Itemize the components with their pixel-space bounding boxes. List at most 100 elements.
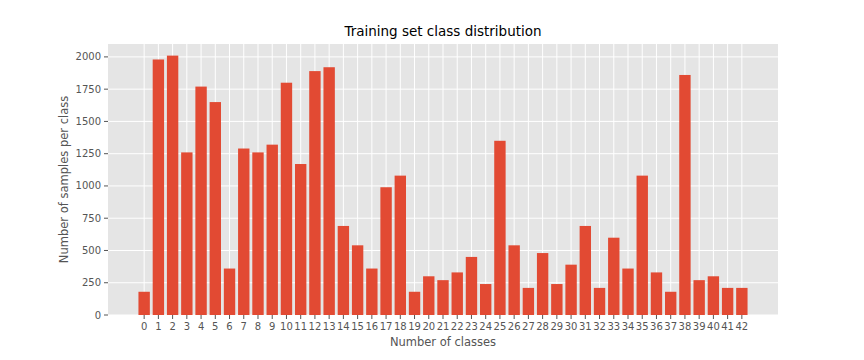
y-tick-label: 750 bbox=[82, 213, 101, 224]
bar bbox=[238, 149, 249, 315]
bar bbox=[508, 245, 519, 315]
bar bbox=[708, 276, 719, 315]
x-tick-label: 29 bbox=[550, 321, 563, 332]
bar bbox=[167, 56, 178, 315]
x-tick-label: 14 bbox=[337, 321, 350, 332]
bar bbox=[252, 152, 263, 315]
bar bbox=[722, 288, 733, 315]
x-tick bbox=[656, 315, 657, 319]
x-grid-line bbox=[485, 44, 486, 315]
bar bbox=[423, 276, 434, 315]
y-tick-label: 1500 bbox=[76, 116, 101, 127]
x-tick-label: 24 bbox=[479, 321, 492, 332]
x-tick-label: 5 bbox=[212, 321, 218, 332]
bar bbox=[494, 141, 505, 315]
x-tick bbox=[386, 315, 387, 319]
x-tick-label: 15 bbox=[351, 321, 364, 332]
x-axis-label: Number of classes bbox=[390, 335, 496, 349]
x-tick-label: 26 bbox=[508, 321, 521, 332]
x-tick-label: 40 bbox=[707, 321, 720, 332]
x-tick bbox=[457, 315, 458, 319]
x-tick bbox=[471, 315, 472, 319]
y-tick bbox=[104, 153, 108, 154]
y-tick bbox=[104, 89, 108, 90]
x-tick bbox=[528, 315, 529, 319]
x-grid-line bbox=[727, 44, 728, 315]
bar bbox=[437, 280, 448, 315]
bar bbox=[565, 265, 576, 315]
x-tick bbox=[514, 315, 515, 319]
bar bbox=[153, 59, 164, 315]
x-grid-line bbox=[443, 44, 444, 315]
y-axis-label: Number of samples per class bbox=[57, 96, 71, 263]
x-tick-label: 0 bbox=[141, 321, 147, 332]
title: Training set class distribution bbox=[343, 23, 541, 39]
x-tick bbox=[585, 315, 586, 319]
x-tick-label: 25 bbox=[494, 321, 507, 332]
x-tick bbox=[556, 315, 557, 319]
bar bbox=[580, 226, 591, 315]
y-tick bbox=[104, 56, 108, 57]
bar bbox=[380, 187, 391, 315]
y-tick bbox=[104, 250, 108, 251]
x-tick bbox=[272, 315, 273, 319]
x-tick-label: 30 bbox=[565, 321, 578, 332]
x-grid-line bbox=[144, 44, 145, 315]
x-tick-label: 38 bbox=[679, 321, 692, 332]
x-tick bbox=[300, 315, 301, 319]
bar bbox=[537, 253, 548, 315]
bar bbox=[679, 75, 690, 315]
x-grid-line bbox=[699, 44, 700, 315]
x-tick-label: 7 bbox=[241, 321, 247, 332]
x-tick-label: 35 bbox=[636, 321, 649, 332]
y-tick-label: 1000 bbox=[76, 180, 101, 191]
x-tick-label: 31 bbox=[579, 321, 592, 332]
x-tick bbox=[329, 315, 330, 319]
x-tick bbox=[201, 315, 202, 319]
bar bbox=[181, 152, 192, 315]
y-tick-label: 1250 bbox=[76, 148, 101, 159]
bar bbox=[210, 102, 221, 315]
x-tick bbox=[314, 315, 315, 319]
x-tick-label: 2 bbox=[169, 321, 175, 332]
x-tick-label: 10 bbox=[280, 321, 293, 332]
x-tick bbox=[571, 315, 572, 319]
x-tick bbox=[172, 315, 173, 319]
x-grid-line bbox=[599, 44, 600, 315]
x-tick bbox=[400, 315, 401, 319]
bar bbox=[338, 226, 349, 315]
x-tick bbox=[443, 315, 444, 319]
x-grid-line bbox=[556, 44, 557, 315]
x-tick bbox=[499, 315, 500, 319]
x-tick-label: 34 bbox=[622, 321, 635, 332]
x-tick bbox=[158, 315, 159, 319]
bar bbox=[466, 257, 477, 315]
bar bbox=[693, 280, 704, 315]
bar bbox=[551, 284, 562, 315]
y-tick bbox=[104, 282, 108, 283]
x-tick bbox=[186, 315, 187, 319]
x-tick-label: 6 bbox=[226, 321, 232, 332]
y-tick-label: 500 bbox=[82, 245, 101, 256]
x-grid-line bbox=[741, 44, 742, 315]
bar bbox=[267, 145, 278, 315]
x-tick-label: 41 bbox=[721, 321, 734, 332]
x-tick-label: 21 bbox=[437, 321, 450, 332]
x-tick-label: 22 bbox=[451, 321, 464, 332]
bar bbox=[395, 176, 406, 315]
x-tick-label: 18 bbox=[394, 321, 407, 332]
x-tick-label: 12 bbox=[309, 321, 322, 332]
x-grid-line bbox=[670, 44, 671, 315]
x-tick-label: 19 bbox=[408, 321, 421, 332]
x-tick-label: 20 bbox=[422, 321, 435, 332]
x-tick bbox=[727, 315, 728, 319]
bar bbox=[608, 238, 619, 315]
bar bbox=[665, 292, 676, 315]
bar bbox=[309, 71, 320, 315]
x-tick bbox=[642, 315, 643, 319]
x-tick-label: 32 bbox=[593, 321, 606, 332]
bar bbox=[281, 83, 292, 315]
x-tick bbox=[343, 315, 344, 319]
x-tick-label: 39 bbox=[693, 321, 706, 332]
x-tick-label: 1 bbox=[155, 321, 161, 332]
